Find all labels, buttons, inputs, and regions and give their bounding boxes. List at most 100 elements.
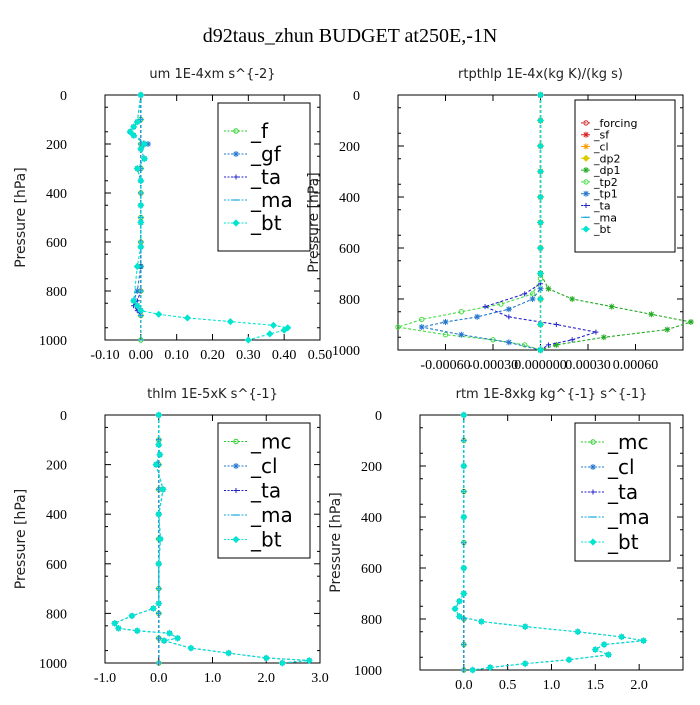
y-tick-label: 600 (339, 242, 360, 257)
y-tick-label: 0 (375, 409, 382, 424)
legend-marker (233, 151, 239, 157)
data-point (482, 304, 488, 310)
data-point (553, 341, 560, 348)
x-tick-label: 0.0 (455, 678, 473, 693)
legend-marker (583, 203, 589, 208)
x-tick-label: 0.000000 (514, 358, 567, 373)
legend-label: _dp2 (593, 152, 620, 165)
data-point (591, 646, 599, 654)
data-point (160, 637, 168, 645)
y-tick-label: 0 (353, 89, 360, 104)
data-point (608, 303, 615, 310)
legend-label: _bt (250, 211, 282, 235)
legend-label: _ta (250, 479, 281, 503)
data-point (522, 291, 528, 297)
x-tick-label: -0.10 (90, 348, 119, 363)
y-tick-label: 800 (339, 293, 360, 308)
y-tick-label: 400 (46, 508, 67, 523)
data-point (165, 629, 174, 637)
x-tick-label: 0.20 (200, 348, 225, 363)
legend-marker (583, 143, 589, 150)
data-point (130, 297, 138, 305)
data-point (133, 262, 141, 271)
data-point (137, 145, 145, 153)
x-tick-label: 0.30 (236, 348, 261, 363)
data-point (145, 141, 151, 147)
data-point (536, 269, 545, 278)
data-point (149, 604, 157, 613)
y-tick-label: 600 (361, 562, 382, 577)
legend-marker (583, 179, 589, 185)
x-tick-label: 0.50 (308, 348, 333, 363)
data-point (536, 295, 545, 303)
legend-marker (590, 439, 596, 445)
data-point (474, 313, 481, 320)
data-point (455, 597, 464, 605)
y-tick-label: 200 (361, 460, 382, 475)
panel-title: rtm 1E-8xkg kg^{-1} s^{-1} (456, 387, 648, 402)
series-line (129, 94, 150, 311)
y-axis-label: Pressure [hPa] (328, 492, 344, 592)
legend-marker (233, 438, 239, 445)
legend-label: _forcing (593, 117, 637, 130)
data-point (536, 116, 545, 125)
legend-label: _cl (607, 455, 635, 479)
data-point (419, 316, 425, 323)
data-point (505, 306, 512, 313)
y-tick-label: 800 (46, 607, 67, 622)
series-line (483, 95, 597, 351)
data-point (536, 320, 545, 329)
x-tick-label: 1.0 (204, 671, 222, 686)
data-point (486, 663, 494, 672)
legend: _mc_cl_ta_ma_bt (574, 422, 671, 562)
x-tick-label: 1.5 (587, 678, 605, 693)
legend-marker (233, 463, 239, 469)
x-tick-label: 2.0 (630, 678, 648, 693)
legend-label: _mc (250, 430, 291, 454)
data-point (536, 167, 545, 176)
data-point (111, 619, 119, 627)
data-point (460, 564, 468, 572)
data-point (442, 318, 449, 325)
data-point (545, 342, 551, 348)
data-point (155, 560, 163, 568)
data-point (130, 131, 138, 139)
legend-marker (582, 225, 590, 233)
legend-label: _bt (607, 530, 639, 554)
series-bt (111, 411, 313, 667)
legend-marker (232, 535, 240, 544)
data-point (126, 128, 134, 136)
legend-label: _ta (250, 165, 281, 189)
data-point (469, 666, 477, 674)
data-point (600, 640, 608, 649)
data-point (418, 324, 425, 331)
legend: _mc_cl_ta_ma_bt (217, 422, 311, 559)
data-point (133, 118, 141, 126)
legend-label: _dp1 (593, 164, 620, 177)
legend-label: _bt (250, 528, 282, 552)
legend-label: _ma (250, 188, 293, 212)
data-point (458, 309, 465, 315)
panel-title: um 1E-4xm s^{-2} (149, 67, 275, 82)
data-point (604, 651, 613, 659)
data-point (137, 218, 145, 226)
series-bt (126, 91, 292, 344)
data-point (280, 326, 288, 334)
data-point (536, 244, 545, 252)
data-point (128, 612, 136, 620)
data-point (140, 140, 148, 148)
legend-marker (583, 120, 589, 126)
data-point (140, 155, 148, 163)
data-point (442, 332, 449, 338)
data-point (477, 617, 485, 626)
data-point (134, 288, 141, 294)
x-tick-label: 0.0 (150, 671, 168, 686)
data-point (137, 243, 145, 251)
series-bt (536, 91, 545, 354)
legend-marker (583, 131, 589, 138)
x-tick-label: 1.0 (543, 678, 561, 693)
legend-marker (590, 489, 596, 495)
data-point (569, 296, 576, 302)
panel-title: thlm 1E-5xK s^{-1} (147, 387, 278, 402)
legend-label: _sf (593, 129, 610, 142)
